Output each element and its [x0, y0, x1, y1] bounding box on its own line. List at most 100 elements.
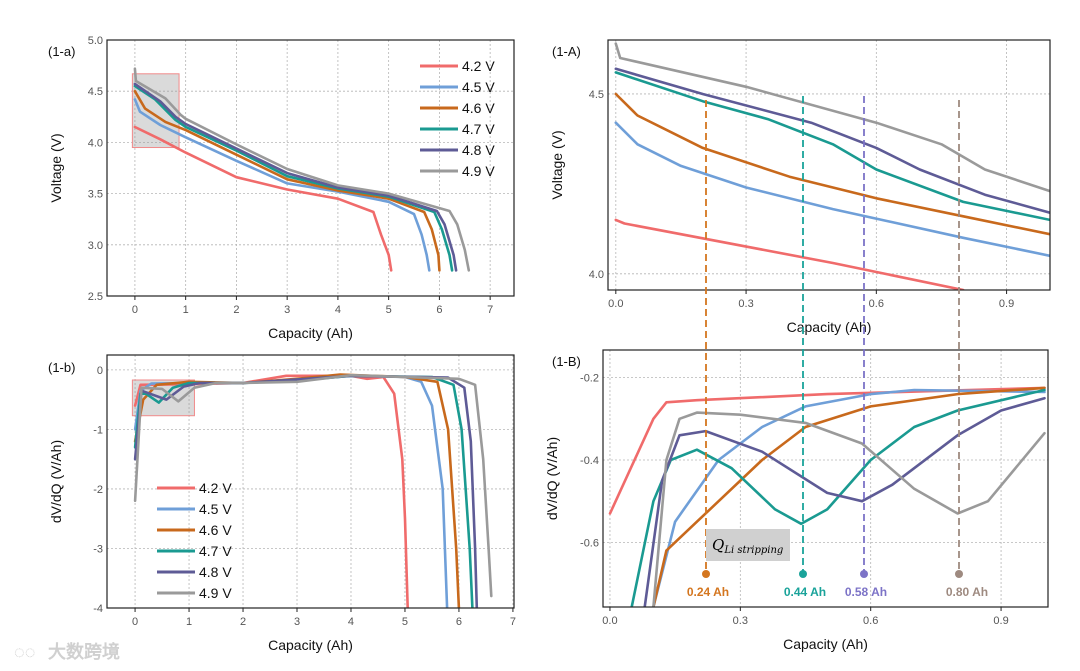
legend-label: 4.9 V: [199, 585, 232, 601]
x-tick-label: 0: [132, 616, 138, 628]
panel-label: (1-A): [552, 44, 581, 59]
y-tick-label: -0.6: [580, 537, 599, 549]
y-tick-label: -4: [93, 603, 103, 615]
series-line-48V: [614, 67, 1050, 214]
series-line-46V: [652, 386, 1046, 607]
series-line-48V: [133, 82, 458, 272]
y-tick-label: 5.0: [88, 35, 103, 47]
x-tick-label: 4: [348, 616, 354, 628]
marker-dot: [955, 570, 963, 578]
y-tick-label: 4.5: [589, 89, 604, 101]
x-tick-label: 1: [183, 304, 189, 316]
legend-label: 4.9 V: [462, 163, 495, 179]
x-tick-label: 0: [132, 304, 138, 316]
x-tick-label: 5: [402, 616, 408, 628]
x-tick-label: 0.6: [869, 298, 884, 310]
x-tick-label: 3: [284, 304, 290, 316]
legend-label: 4.8 V: [199, 564, 232, 580]
y-tick-label: 3.0: [88, 240, 103, 252]
x-tick-label: 0.3: [738, 298, 753, 310]
watermark-text: 大数跨境: [48, 641, 120, 662]
x-tick-label: 1: [186, 616, 192, 628]
plot-frame: [106, 39, 515, 297]
panel-1-a: 0 1 2 3 4 5 6 7 2.5 3.0 3.5 4.0 4.5 5.0 (1-a) Capacity …: [48, 35, 515, 341]
panel-label: (1-b): [48, 360, 75, 375]
marker-dot: [860, 570, 868, 578]
y-tick-label: -3: [93, 543, 103, 555]
legend-label: 4.6 V: [199, 522, 232, 538]
series-line-47V: [614, 71, 1050, 222]
y-tick-label: 3.5: [88, 189, 103, 201]
y-tick-label: 0: [97, 365, 103, 377]
panel-label: (1-B): [552, 354, 581, 369]
legend-label: 4.2 V: [462, 58, 495, 74]
panel-1-A: 0.0 0.3 0.6 0.9 4.0 4.5 (1-A) Capacity (Ah) Volt…: [549, 39, 1051, 335]
x-tick-label: 7: [487, 304, 493, 316]
series-line-42V: [608, 386, 1046, 515]
marker-dot: [799, 570, 807, 578]
x-axis-label: Capacity (Ah): [783, 636, 868, 652]
y-tick-label: 2.5: [88, 291, 103, 303]
x-tick-label: 6: [436, 304, 442, 316]
y-tick-label: -2: [93, 484, 103, 496]
panel-1-B: 0.0 0.3 0.6 0.9 -0.6 -0.4 -0.2 (1-B) Capacity (A…: [544, 349, 1049, 652]
y-axis-label: dV/dQ (V/Ah): [48, 440, 64, 523]
y-tick-label: 4.0: [589, 269, 604, 281]
x-tick-label: 0.0: [608, 298, 623, 310]
marker-dot: [702, 570, 710, 578]
annotation-q-li-stripping: QLi stripping: [712, 536, 783, 556]
x-tick-label: 0.9: [999, 298, 1014, 310]
marker-label: 0.44 Ah: [784, 585, 826, 599]
x-tick-label: 4: [335, 304, 341, 316]
annotation-box: [706, 529, 790, 561]
legend: 4.2 V 4.5 V 4.6 V 4.7 V 4.8 V 4.9 V: [157, 480, 232, 601]
x-tick-label: 3: [294, 616, 300, 628]
legend-label: 4.7 V: [462, 121, 495, 137]
x-tick-label: 0.9: [993, 615, 1008, 627]
x-tick-label: 0.6: [863, 615, 878, 627]
series-line-42V: [133, 125, 393, 272]
legend-label: 4.5 V: [462, 79, 495, 95]
x-axis-label: Capacity (Ah): [268, 637, 353, 653]
x-tick-label: 2: [233, 304, 239, 316]
legend: 4.2 V 4.5 V 4.6 V 4.7 V 4.8 V 4.9 V: [420, 58, 495, 179]
series-line-42V: [614, 218, 965, 290]
panel-label: (1-a): [48, 44, 75, 59]
x-tick-label: 0.0: [602, 615, 617, 627]
series-line-48V: [133, 374, 479, 608]
x-axis-label: Capacity (Ah): [268, 325, 353, 341]
y-tick-label: -0.4: [580, 455, 599, 467]
y-axis-label: Voltage (V): [549, 130, 565, 199]
x-tick-label: 0.3: [733, 615, 748, 627]
legend-label: 4.5 V: [199, 501, 232, 517]
y-tick-label: -0.2: [580, 373, 599, 385]
legend-label: 4.2 V: [199, 480, 232, 496]
legend-label: 4.7 V: [199, 543, 232, 559]
series-line-48V: [643, 396, 1046, 607]
legend-label: 4.6 V: [462, 100, 495, 116]
panel-1-b: 0 1 2 3 4 5 6 7 -4 -3 -2 -1 0 (1-b) Capacity (Ah) dV/dQ…: [48, 354, 516, 653]
x-tick-label: 6: [456, 616, 462, 628]
marker-label: 0.80 Ah: [946, 585, 988, 599]
x-axis-label: Capacity (Ah): [787, 319, 872, 335]
series-line-46V: [614, 92, 1050, 236]
marker-label: 0.58 Ah: [845, 585, 887, 599]
legend-label: 4.8 V: [462, 142, 495, 158]
series-line-45V: [614, 121, 1050, 258]
x-tick-label: 7: [510, 616, 516, 628]
x-tick-label: 2: [240, 616, 246, 628]
marker-label: 0.24 Ah: [687, 585, 729, 599]
series-line-45V: [133, 98, 431, 272]
series-line-49V: [614, 42, 1050, 193]
y-axis-label: Voltage (V): [48, 133, 64, 202]
series-line-49V: [652, 411, 1046, 607]
series-line-45V: [652, 388, 1046, 607]
plot-frame: [607, 39, 1051, 291]
series-line-46V: [133, 89, 441, 272]
x-tick-label: 5: [386, 304, 392, 316]
plot-frame: [602, 349, 1049, 608]
series-line-47V: [133, 84, 454, 272]
y-tick-label: -1: [93, 424, 103, 436]
series-line-49V: [133, 373, 493, 598]
y-tick-label: 4.5: [88, 86, 103, 98]
